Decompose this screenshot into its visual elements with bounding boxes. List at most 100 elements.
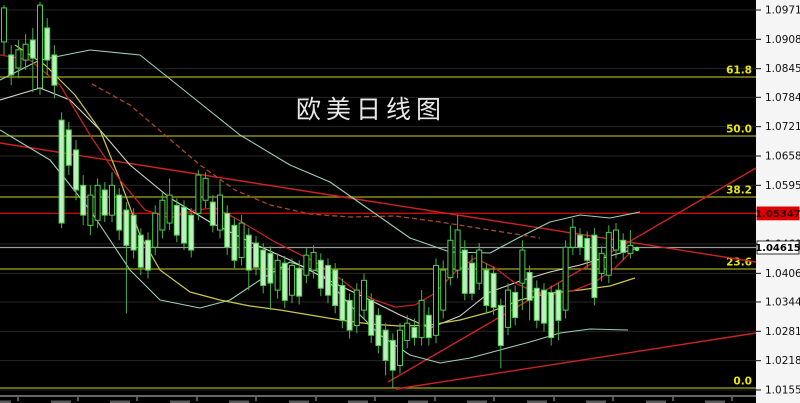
candle-bullish [447, 239, 454, 279]
candle-bullish [476, 249, 483, 284]
clipped-date-label [0, 400, 11, 403]
axis-price-label: 1.02815 [765, 326, 800, 338]
clipped-date-label [348, 400, 368, 403]
candle-bullish [202, 177, 209, 201]
axis-price-label: 1.02185 [765, 355, 800, 367]
candle-bullish [166, 194, 173, 224]
candle-bearish [548, 291, 555, 339]
candle-bullish [94, 184, 101, 221]
clipped-date-label [289, 400, 309, 403]
candle-bearish [425, 314, 432, 339]
candle-bearish [123, 209, 130, 246]
time-axis-strip [0, 396, 756, 403]
candle-bearish [490, 272, 497, 308]
candle-bearish [181, 206, 187, 244]
candle-bearish [101, 189, 108, 216]
candle-bearish [51, 54, 58, 86]
candle-bullish [397, 329, 403, 367]
trend-line-ascending-support-steep[interactable] [387, 167, 757, 383]
candle-bullish [418, 299, 425, 339]
candle-bullish [454, 229, 461, 271]
axis-price-label: 1.01555 [765, 385, 800, 397]
candle-bearish [80, 184, 87, 216]
candle-bullish [505, 289, 511, 328]
candle-bearish [461, 249, 468, 294]
candle-bullish [217, 194, 223, 231]
candle-bearish [73, 149, 79, 191]
clipped-date-label [51, 400, 71, 403]
candle-bullish [605, 231, 612, 276]
clipped-date-label [229, 400, 249, 403]
candle-bullish [433, 264, 439, 336]
candle-bullish [195, 174, 202, 214]
clipped-date-label [110, 400, 130, 403]
candle-bearish [116, 194, 123, 231]
candle-bullish [274, 259, 281, 291]
candle-bullish [627, 244, 634, 254]
bollinger-middle-band [0, 87, 639, 329]
fib-level-label: 23.6 [726, 257, 752, 269]
fib-level-label: 50.0 [726, 124, 752, 136]
clipped-date-label [646, 400, 666, 403]
moving-average-dashed [91, 83, 541, 239]
candle-bearish [512, 291, 519, 319]
axis-price-label: 1.09715 [765, 5, 800, 17]
axis-price-label: 1.04060 [765, 268, 800, 280]
candle-bullish [109, 184, 115, 216]
axis-price-label: 1.09085 [765, 34, 800, 46]
candle-bearish [533, 287, 540, 321]
candle-bullish [159, 199, 166, 231]
clipped-date-label [586, 400, 606, 403]
axis-price-label: 1.07210 [765, 121, 800, 133]
clipped-date-label [170, 400, 190, 403]
candle-bullish [569, 226, 576, 248]
candle-bearish [173, 204, 180, 236]
candle-bearish [584, 237, 591, 261]
candle-bullish [15, 49, 22, 69]
candle-bearish [145, 239, 151, 271]
candle-bearish [555, 289, 562, 321]
candle-bearish [591, 234, 598, 299]
candle-bearish [65, 129, 72, 166]
candle-bearish [253, 242, 259, 268]
price-badge-label: 1.05347 [755, 209, 800, 220]
last-price-dot [634, 246, 640, 252]
candle-bearish [368, 299, 375, 336]
candle-bullish [598, 252, 605, 274]
clipped-date-label [408, 400, 428, 403]
candle-bullish [404, 322, 411, 341]
candle-bullish [37, 4, 43, 89]
candle-bearish [137, 234, 144, 268]
axis-price-label: 1.08455 [765, 63, 800, 75]
candle-bullish [22, 43, 29, 61]
candle-bearish [577, 234, 583, 248]
axis-price-label: 1.07840 [765, 92, 800, 104]
clipped-date-label [705, 400, 725, 403]
clipped-date-label [527, 400, 547, 403]
candle-bullish [519, 249, 526, 284]
candle-bullish [353, 289, 360, 327]
candle-bearish [209, 201, 216, 226]
clipped-date-label [467, 400, 487, 403]
axis-price-label: 1.03445 [765, 296, 800, 308]
fib-level-label: 61.8 [726, 65, 752, 77]
candle-bearish [389, 339, 396, 371]
candle-bearish [29, 39, 36, 59]
trend-line-ascending-support-shallow[interactable] [395, 332, 757, 390]
candle-bearish [375, 314, 382, 347]
candle-bearish [224, 212, 231, 248]
price-badge-label: 1.04615 [755, 243, 800, 254]
candle-bearish [346, 299, 353, 331]
candle-bearish [483, 269, 490, 306]
candle-bearish [620, 239, 627, 253]
candle-bullish [361, 279, 367, 311]
candle-bullish [238, 222, 245, 259]
candle-bearish [526, 271, 533, 301]
candle-bearish [332, 269, 339, 306]
candle-bearish [130, 214, 137, 251]
candle-bullish [152, 212, 159, 248]
candle-bearish [44, 27, 51, 61]
candle-bearish [58, 119, 65, 224]
candle-bearish [317, 259, 324, 289]
